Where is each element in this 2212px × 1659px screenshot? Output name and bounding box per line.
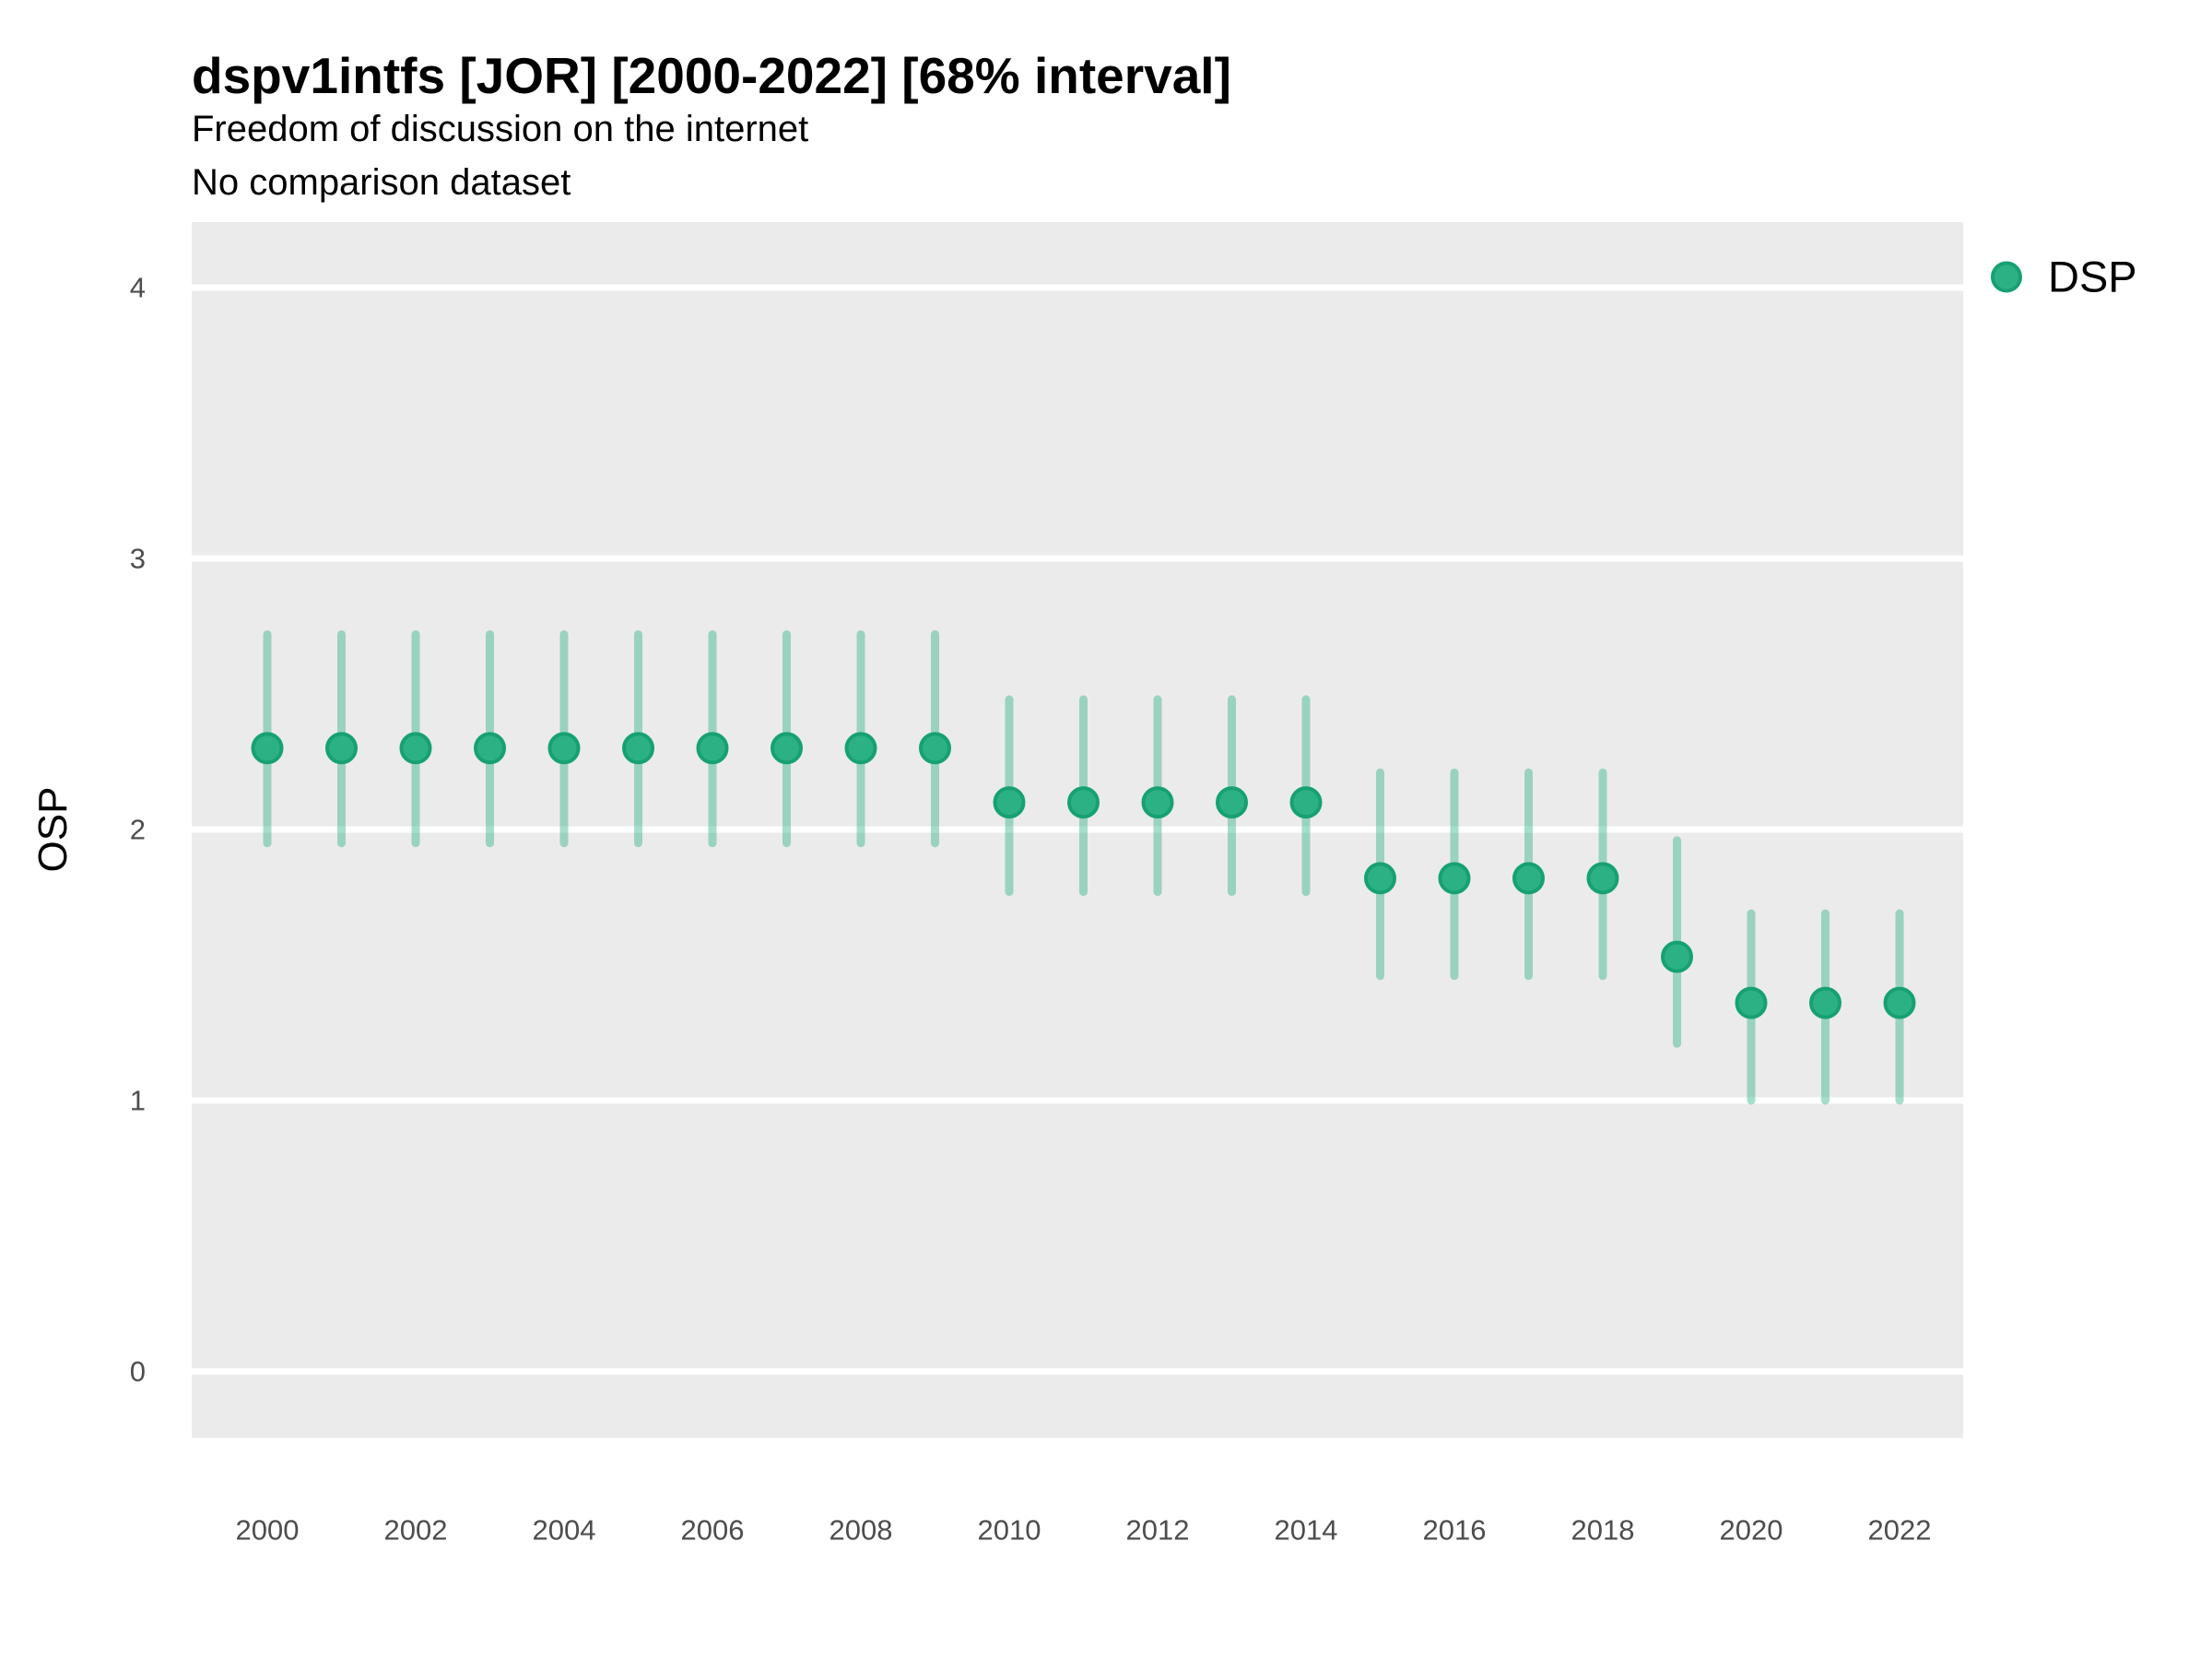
data-point [1512, 862, 1545, 895]
x-tick-label: 2012 [1126, 1514, 1190, 1547]
data-point [547, 732, 581, 765]
chart-title: dspv1intfs [JOR] [2000-2022] [68% interv… [192, 47, 1231, 104]
data-point [1883, 986, 1916, 1019]
x-tick-label: 2014 [1275, 1514, 1338, 1547]
data-point [1141, 786, 1174, 819]
data-point [993, 786, 1026, 819]
data-point [474, 732, 506, 765]
x-tick-label: 2006 [681, 1514, 745, 1547]
y-tick-label: 3 [130, 543, 146, 575]
y-tick-label: 1 [130, 1085, 146, 1117]
legend-label: DSP [2048, 252, 2137, 301]
x-tick-label: 2022 [1868, 1514, 1932, 1547]
data-point [1809, 986, 1841, 1019]
legend: DSP [1991, 252, 2137, 302]
x-tick-label: 2004 [533, 1514, 596, 1547]
y-tick-label: 4 [130, 272, 146, 304]
data-point [771, 732, 803, 765]
x-tick-label: 2016 [1423, 1514, 1487, 1547]
data-point [622, 732, 654, 765]
x-tick-label: 2020 [1720, 1514, 1783, 1547]
legend-point-icon [1991, 261, 2022, 292]
data-point [844, 732, 877, 765]
x-tick-label: 2008 [830, 1514, 893, 1547]
data-point [1364, 862, 1396, 895]
x-tick-label: 2002 [384, 1514, 448, 1547]
data-point [251, 732, 284, 765]
data-point [696, 732, 729, 765]
x-tick-label: 2000 [236, 1514, 300, 1547]
data-point [1735, 986, 1768, 1019]
chart-subtitle: Freedom of discussion on the internet [192, 109, 809, 149]
data-point [919, 732, 951, 765]
x-tick-label: 2010 [978, 1514, 1041, 1547]
data-point [1067, 786, 1100, 819]
x-tick-label: 2018 [1571, 1514, 1635, 1547]
data-point [1216, 786, 1248, 819]
data-point [1586, 862, 1619, 895]
data-point [399, 732, 432, 765]
data-point [325, 732, 358, 765]
y-tick-label: 2 [130, 814, 146, 846]
data-point [1289, 786, 1323, 819]
chart-comparison-note: No comparison dataset [192, 162, 571, 203]
y-tick-label: 0 [130, 1356, 146, 1388]
data-point [1661, 940, 1693, 973]
data-point [1438, 862, 1471, 895]
